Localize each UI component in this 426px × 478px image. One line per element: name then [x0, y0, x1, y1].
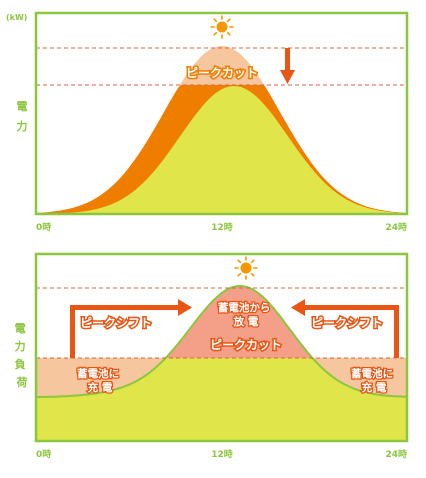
top-frame [34, 11, 409, 216]
bottom-panel: 電 力 負 荷 [15, 252, 409, 460]
top-ticks: 0時 12時 24時 [36, 221, 407, 233]
bottom-peak-label: ピークカット [210, 338, 282, 352]
discharge-area [36, 286, 407, 358]
bottom-ticks: 0時 12時 24時 [36, 448, 407, 460]
bottom-frame [34, 252, 409, 443]
tick-24: 24時 [385, 221, 407, 233]
unit-label: (kW) [6, 13, 27, 22]
charge-right-label: 蓄電池に 充 電 [351, 367, 397, 394]
down-arrow-icon [280, 48, 295, 84]
tick-12: 12時 [211, 448, 233, 460]
tick-24: 24時 [385, 448, 407, 460]
load-curve [36, 284, 407, 398]
charge-area [36, 358, 407, 397]
tick-12: 12時 [211, 221, 233, 233]
shift-right-label: ピークシフト [311, 316, 383, 330]
reduced-load-area [36, 86, 407, 214]
top-ylabel: 電力 [17, 100, 28, 133]
discharge-label: 蓄電池から 放 電 [218, 301, 274, 328]
right-arrow-icon [70, 299, 192, 358]
shift-left-label: ピークシフト [80, 316, 152, 330]
sun-icon [210, 15, 234, 39]
bottom-ylabel: 電 力 負 荷 [15, 322, 30, 389]
sun-icon [234, 256, 258, 280]
tick-0: 0時 [36, 448, 51, 460]
tick-0: 0時 [36, 221, 51, 233]
top-panel: (kW) 電力 ピークカット [6, 11, 409, 233]
charge-left-label: 蓄電池に 充 電 [77, 367, 123, 394]
top-peak-label: ピークカット [186, 66, 258, 80]
left-arrow-icon [291, 299, 399, 358]
